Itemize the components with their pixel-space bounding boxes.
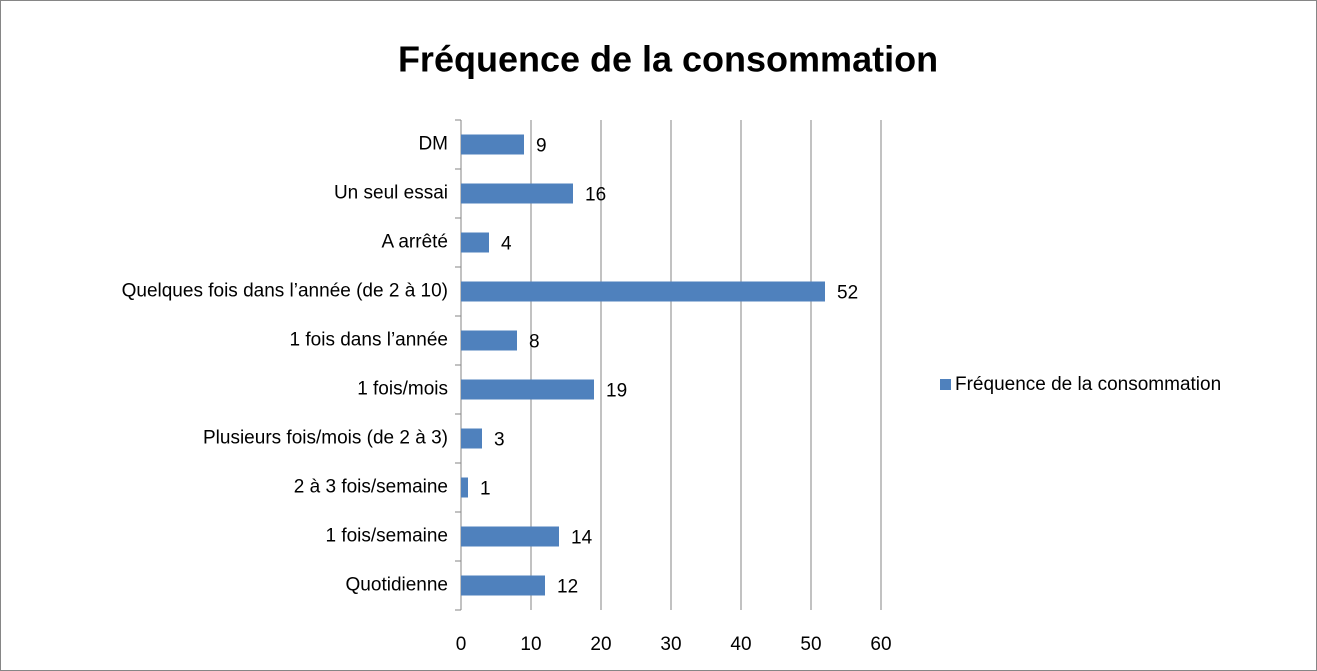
bar [461,526,559,547]
data-label: 1 [480,479,491,500]
y-tick-label: 1 fois/mois [357,379,448,400]
y-tick-label: DM [418,134,448,155]
x-tick-label: 50 [800,634,821,655]
y-tick-label: Plusieurs fois/mois (de 2 à 3) [203,428,448,449]
y-tick-label: 1 fois/semaine [325,526,448,547]
bar [461,428,482,449]
data-label: 16 [585,185,606,206]
bar [461,183,573,204]
data-label: 4 [501,234,512,255]
bar [461,575,545,596]
y-tick-label: Quelques fois dans l’année (de 2 à 10) [122,281,448,302]
bar [461,330,517,351]
legend-swatch [940,379,951,390]
bar [461,134,524,155]
data-label: 3 [494,430,505,451]
data-label: 52 [837,283,858,304]
x-tick-label: 30 [660,634,681,655]
y-tick-label: Un seul essai [334,183,448,204]
bar [461,281,825,302]
data-label: 19 [606,381,627,402]
bar [461,232,489,253]
y-tick-label: Quotidienne [346,575,448,596]
x-tick-label: 60 [870,634,891,655]
legend-label: Fréquence de la consommation [955,374,1221,395]
y-tick-label: A arrêté [381,232,448,253]
data-label: 8 [529,332,540,353]
y-tick-label: 1 fois dans l’année [290,330,448,351]
data-label: 12 [557,577,578,598]
bar [461,379,594,400]
y-tick-label: 2 à 3 fois/semaine [294,477,448,498]
bar [461,477,468,498]
data-label: 14 [571,528,593,549]
x-tick-label: 40 [730,634,751,655]
data-label: 9 [536,136,547,157]
chart-title: Fréquence de la consommation [398,39,938,80]
x-tick-label: 10 [520,634,541,655]
x-tick-label: 20 [590,634,611,655]
x-tick-label: 0 [456,634,467,655]
